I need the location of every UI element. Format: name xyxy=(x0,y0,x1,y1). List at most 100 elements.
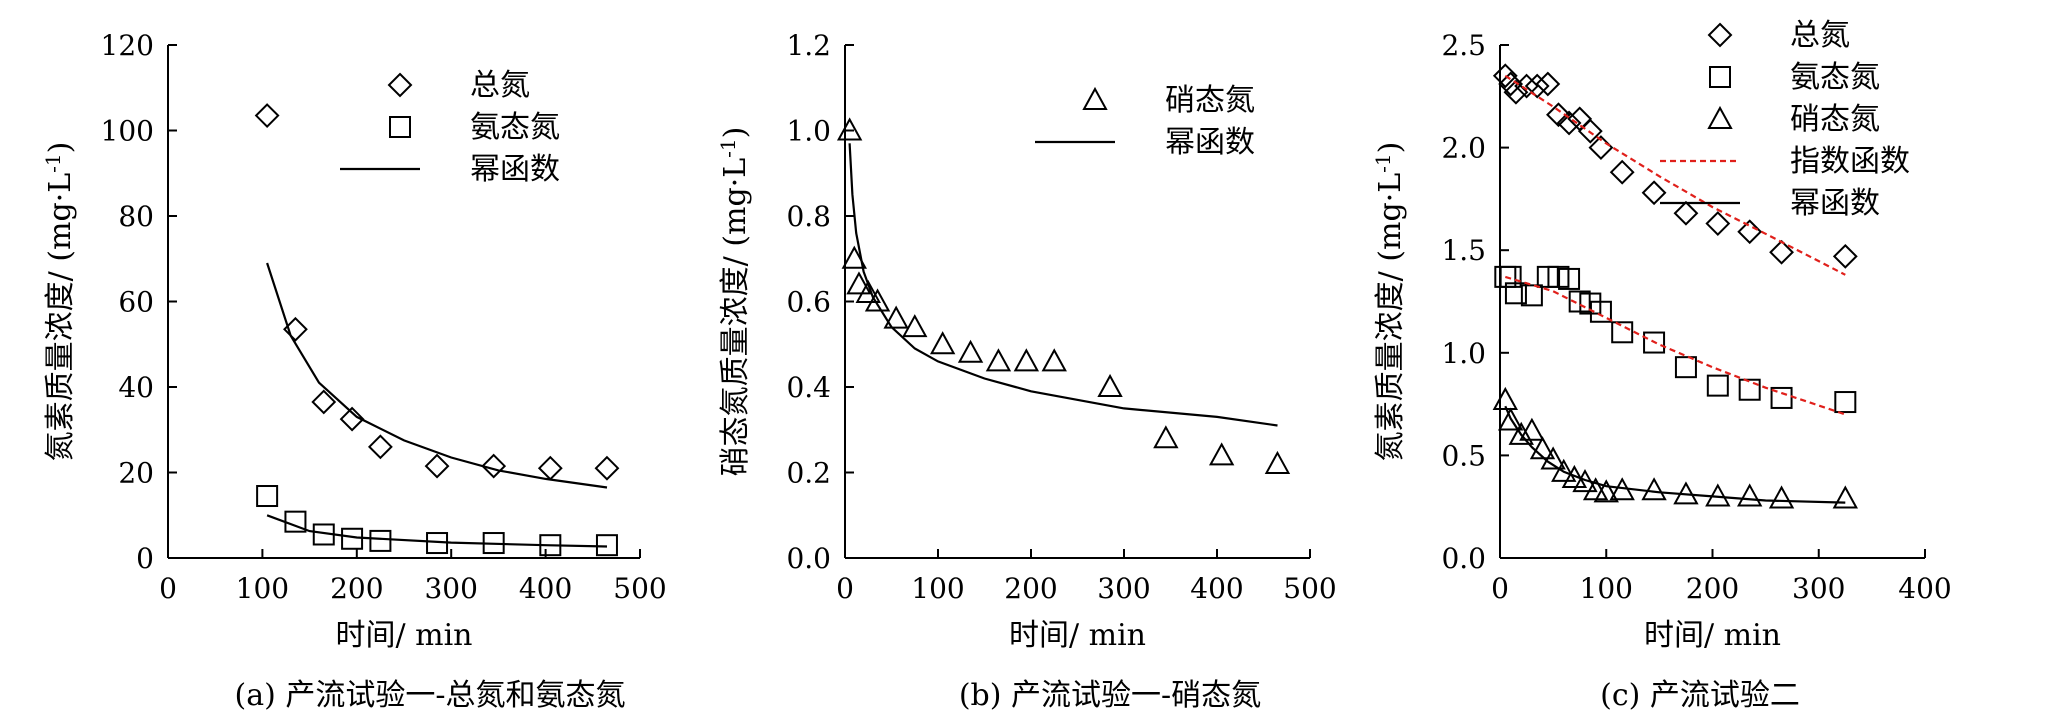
y-axis-label-superscript: -1 xyxy=(41,153,65,172)
x-tick-label: 200 xyxy=(330,572,383,605)
data-point-diamond xyxy=(1609,159,1635,185)
fit-curve-幂函数 xyxy=(848,143,1278,427)
y-tick-label: 0 xyxy=(136,542,154,575)
y-axis-label-superscript: -1 xyxy=(716,138,740,157)
data-point-diamond xyxy=(1737,219,1763,245)
legend-label: 硝态氮 xyxy=(1165,83,1255,118)
x-tick-label: 0 xyxy=(1491,572,1509,605)
data-point-square xyxy=(1738,378,1761,401)
y-axis-label-text: ) xyxy=(43,142,78,154)
legend-label: 指数函数 xyxy=(1790,144,1910,179)
data-point-triangle xyxy=(1153,425,1179,449)
legend-label: 幂函数 xyxy=(470,152,560,187)
panel-caption: (a) 产流试验一-总氮和氨态氮 xyxy=(235,678,626,713)
legend-label: 幂函数 xyxy=(1165,125,1255,160)
data-point-triangle xyxy=(841,245,867,269)
y-tick-label: 0.0 xyxy=(786,542,831,575)
data-point-square xyxy=(1770,386,1793,409)
data-point-triangle xyxy=(1736,483,1763,507)
y-tick-label: 1.5 xyxy=(1441,234,1486,267)
data-point-diamond xyxy=(1832,243,1858,269)
data-point-triangle xyxy=(957,339,984,363)
data-point-diamond xyxy=(1556,110,1582,136)
y-tick-label: 1.0 xyxy=(1441,337,1486,370)
data-point-triangle xyxy=(985,348,1012,372)
fit-curve-指数函数 xyxy=(1504,74,1846,276)
y-tick-label: 0.8 xyxy=(786,200,831,233)
legend-label: 氨态氮 xyxy=(470,110,560,145)
data-point-diamond xyxy=(1492,63,1518,89)
data-point-diamond xyxy=(1535,71,1561,97)
x-tick-label: 500 xyxy=(1283,572,1336,605)
fit-curve-幂函数 xyxy=(266,262,608,489)
y-tick-label: 2.0 xyxy=(1441,132,1486,165)
data-point-diamond xyxy=(537,455,563,481)
data-point-diamond xyxy=(1524,73,1550,99)
y-tick-label: 120 xyxy=(101,29,154,62)
data-point-diamond xyxy=(1514,73,1539,99)
y-tick-label: 0.4 xyxy=(786,371,831,404)
y-tick-label: 20 xyxy=(118,457,154,490)
data-point-diamond xyxy=(254,103,280,128)
x-tick-label: 400 xyxy=(1190,572,1243,605)
fit-curve-幂函数 xyxy=(266,514,608,548)
data-point-triangle xyxy=(1208,442,1235,466)
data-point-triangle xyxy=(1508,421,1534,445)
data-point-triangle xyxy=(902,314,928,338)
y-tick-label: 1.2 xyxy=(786,29,831,62)
data-point-square xyxy=(1520,284,1543,307)
data-point-diamond xyxy=(1769,239,1794,265)
data-point-triangle xyxy=(1097,373,1123,397)
x-tick-label: 400 xyxy=(1898,572,1951,605)
y-axis-label-text: 氮素质量浓度/ (mg·L xyxy=(43,173,78,462)
data-point-diamond xyxy=(1567,106,1593,132)
y-axis-label-superscript: -1 xyxy=(1371,153,1395,172)
data-point-square xyxy=(1706,374,1729,397)
data-point-square xyxy=(595,534,618,557)
y-axis-label-text: 氮素质量浓度/ (mg·L xyxy=(1373,173,1408,462)
y-axis-label: 硝态氮质量浓度/ (mg·L-1) xyxy=(716,127,753,477)
y-axis-label-text: ) xyxy=(718,127,753,139)
legend-marker-diamond xyxy=(1707,22,1733,48)
legend-label: 硝态氮 xyxy=(1790,102,1880,137)
legend-label: 幂函数 xyxy=(1790,186,1880,221)
y-tick-label: 0.2 xyxy=(786,457,831,490)
data-point-diamond xyxy=(311,389,337,415)
x-tick-label: 100 xyxy=(236,572,289,605)
series-硝态氮 xyxy=(1492,386,1859,509)
y-tick-label: 1.0 xyxy=(786,115,831,148)
legend-marker-square xyxy=(1709,66,1731,88)
x-tick-label: 100 xyxy=(1580,572,1633,605)
legend-marker-square xyxy=(389,116,411,138)
data-point-triangle xyxy=(1641,477,1667,501)
y-tick-label: 100 xyxy=(101,115,154,148)
chart-panel-3: 0.0 0.5 1.0 1.5 2.0 2.5 0 100 200 300 400 时间/ min 氮素… xyxy=(1371,18,1952,713)
data-point-diamond xyxy=(1673,200,1699,226)
legend-label: 总氮 xyxy=(470,68,530,103)
x-tick-label: 200 xyxy=(1686,572,1739,605)
data-point-triangle xyxy=(1264,450,1291,474)
data-point-triangle xyxy=(1832,485,1859,509)
chart-panel-2: 0.0 0.2 0.4 0.6 0.8 1.0 1.2 0 100 200 300 400 500 时间/… xyxy=(716,29,1337,713)
y-axis-label-text: 硝态氮质量浓度/ (mg·L xyxy=(718,158,753,477)
panel-caption: (b) 产流试验一-硝态氮 xyxy=(959,678,1261,713)
x-axis-label: 时间/ min xyxy=(1644,618,1781,653)
data-point-diamond xyxy=(367,434,393,460)
data-point-triangle xyxy=(855,279,881,303)
data-point-triangle xyxy=(1041,348,1067,372)
y-tick-label: 40 xyxy=(118,371,154,404)
legend-label: 总氮 xyxy=(1790,18,1850,53)
x-axis-label: 时间/ min xyxy=(335,618,472,653)
y-axis-label-text: ) xyxy=(1373,142,1408,154)
y-tick-label: 0.5 xyxy=(1441,439,1486,472)
y-tick-label: 0.0 xyxy=(1441,542,1486,575)
x-tick-label: 300 xyxy=(1792,572,1845,605)
series-总氮 xyxy=(254,103,620,481)
data-point-diamond xyxy=(1641,180,1667,206)
x-tick-label: 200 xyxy=(1004,572,1057,605)
y-tick-label: 0.6 xyxy=(786,286,831,319)
data-point-square xyxy=(1558,267,1581,290)
legend-marker-diamond xyxy=(387,72,413,98)
